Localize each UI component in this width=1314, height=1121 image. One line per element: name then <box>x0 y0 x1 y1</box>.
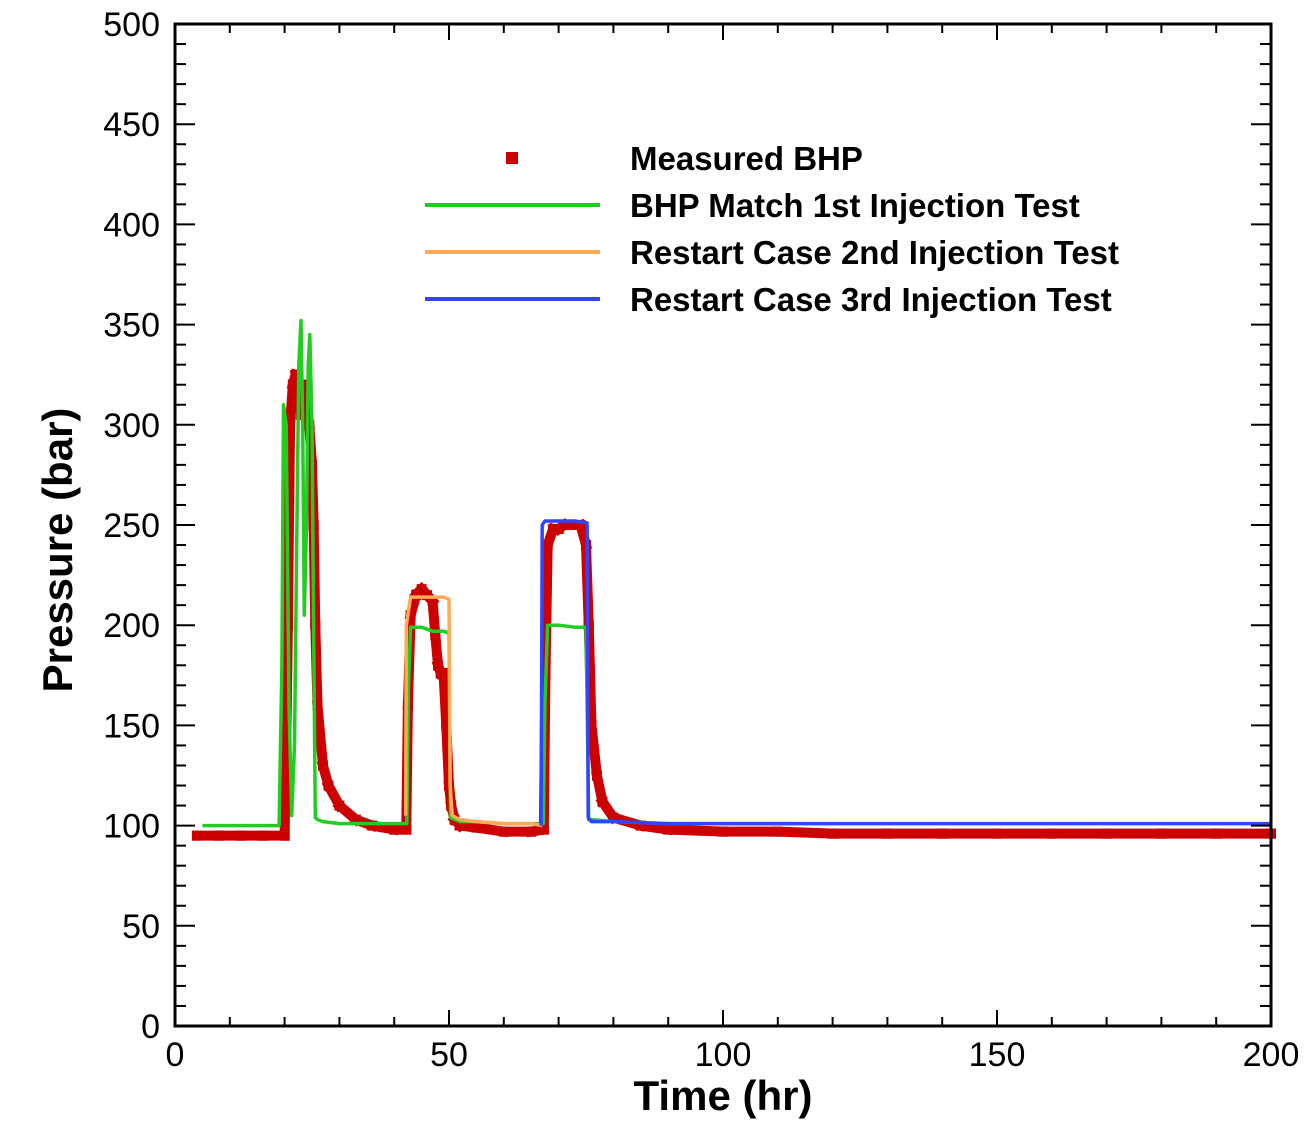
y-tick-label: 500 <box>103 6 160 44</box>
x-tick-label: 0 <box>166 1036 185 1074</box>
data-trace <box>663 824 729 837</box>
legend-label: Restart Case 2nd Injection Test <box>630 234 1119 271</box>
legend-label: Measured BHP <box>630 140 863 177</box>
data-trace <box>585 719 603 782</box>
x-tick-label: 200 <box>1243 1036 1300 1074</box>
y-tick-label: 350 <box>103 307 160 345</box>
y-tick-label: 300 <box>103 407 160 445</box>
y-tick-label: 200 <box>103 607 160 645</box>
legend: Measured BHP BHP Match 1st Injection Test… <box>425 140 1119 318</box>
data-trace <box>284 379 299 431</box>
y-tick-label: 150 <box>103 707 160 745</box>
series-layer <box>191 318 1276 841</box>
legend-marker <box>506 152 518 164</box>
legend-label: Restart Case 3rd Injection Test <box>630 281 1112 318</box>
series-measured-bhp <box>191 368 1276 841</box>
data-trace <box>312 699 329 771</box>
y-tick-label: 450 <box>103 106 160 144</box>
x-tick-label: 150 <box>969 1036 1026 1074</box>
series-line-restart-case-3rd-injection-test <box>539 519 1271 826</box>
legend-label: BHP Match 1st Injection Test <box>630 187 1080 224</box>
y-tick-label: 50 <box>122 908 160 946</box>
x-axis: 0 50 100 150 200 <box>166 24 1300 1074</box>
x-tick-label: 100 <box>695 1036 752 1074</box>
y-axis-title: Pressure (bar) <box>34 408 81 693</box>
data-trace <box>438 668 452 731</box>
data-trace <box>279 740 292 841</box>
y-tick-label: 250 <box>103 507 160 545</box>
series-line-restart-case-2nd-injection-test <box>403 595 543 828</box>
data-trace <box>310 620 323 711</box>
x-tick-label: 50 <box>430 1036 468 1074</box>
y-axis: 0 50 100 150 200 250 300 350 400 450 500 <box>103 6 1271 1046</box>
y-tick-label: 400 <box>103 206 160 244</box>
y-tick-label: 0 <box>141 1008 160 1046</box>
series-line-bhp-match-1st-injection-test <box>202 318 795 828</box>
y-tick-label: 100 <box>103 808 160 846</box>
x-axis-title: Time (hr) <box>634 1072 813 1119</box>
data-trace <box>772 826 838 839</box>
